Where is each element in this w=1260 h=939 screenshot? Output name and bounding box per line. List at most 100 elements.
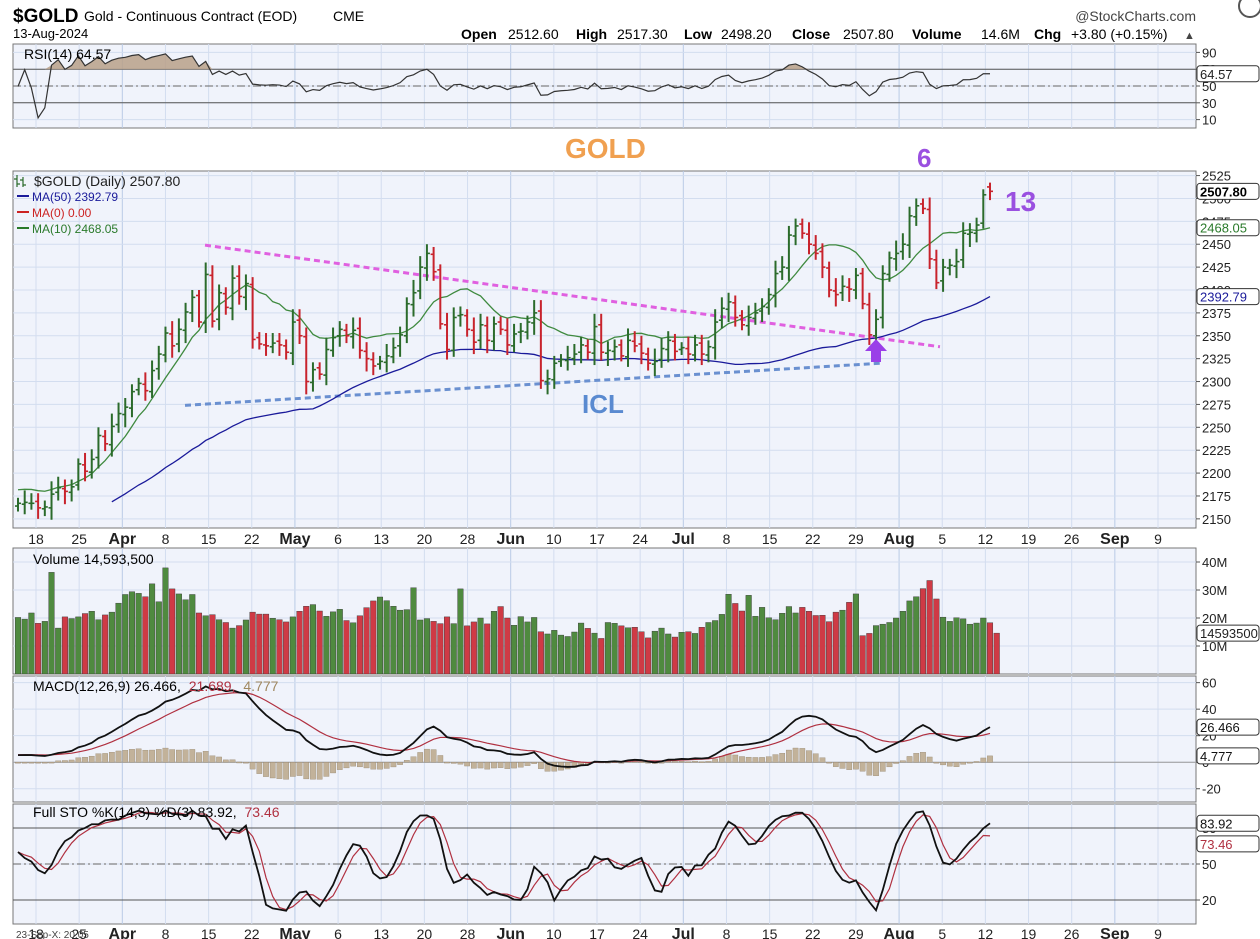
- macd-hist-bar: [176, 749, 182, 763]
- volume-bar: [712, 620, 719, 674]
- volume-bar: [765, 617, 772, 674]
- volume-bar: [966, 623, 973, 674]
- price-bar: [142, 372, 149, 401]
- macd-hist-bar: [839, 762, 846, 769]
- ohlc-open-label: Open: [461, 26, 497, 42]
- x-tick-label: 10: [546, 531, 562, 547]
- macd-hist-bar: [739, 756, 745, 763]
- x-tick-label-bottom: May: [279, 926, 310, 939]
- price-bar: [772, 260, 779, 308]
- legend-ma0: MA(0) 0.00: [32, 206, 92, 220]
- chg-up-arrow-icon: ▲: [1184, 30, 1195, 42]
- x-tick-label-bottom: 20: [417, 926, 433, 939]
- price-bar: [437, 264, 444, 330]
- x-tick-label: 25: [71, 531, 87, 547]
- macd-hist-bar: [290, 762, 296, 777]
- chart-menu-icon[interactable]: [1238, 0, 1260, 18]
- price-bar: [155, 345, 162, 380]
- macd-hist-bar: [363, 762, 370, 769]
- volume-bar: [397, 609, 404, 674]
- macd-hist-bar: [967, 762, 973, 764]
- macd-hist-bar: [732, 754, 739, 763]
- macd-hist-bar: [410, 756, 417, 763]
- brand-label: @StockCharts.com: [1075, 8, 1196, 24]
- price-bar: [899, 233, 906, 260]
- volume-bar: [48, 572, 55, 674]
- price-bar: [631, 331, 638, 353]
- price-bar: [638, 335, 645, 365]
- price-bar: [785, 225, 792, 281]
- price-bar: [108, 413, 115, 457]
- panel-labels: RSI(14) 64.57 $GOLD (Daily) 2507.80 MA(5…: [14, 46, 280, 820]
- macd-hist-bar: [900, 760, 906, 763]
- volume-bar: [444, 616, 451, 674]
- macd-hist-bar: [283, 762, 289, 780]
- macd-hist-value-tag: 4.777: [1200, 749, 1233, 764]
- volume-bar: [785, 606, 792, 674]
- macd-hist-bar: [82, 757, 88, 763]
- macd-hist-bar: [68, 759, 75, 763]
- volume-bar: [497, 606, 504, 674]
- x-tick-label-bottom: 28: [460, 926, 476, 939]
- macd-hist-bar: [953, 762, 960, 767]
- x-tick-label-bottom: 22: [805, 926, 821, 939]
- rsi-overbought-fill: [18, 53, 990, 70]
- macd-hist-bar: [913, 753, 920, 763]
- price-bar: [263, 333, 270, 356]
- x-tick-label-bottom: 26: [1064, 926, 1080, 939]
- x-tick-label-bottom: 6: [334, 926, 342, 939]
- price-bar: [95, 427, 102, 469]
- volume-bar: [484, 623, 491, 674]
- price-value-tag-box: [1196, 219, 1260, 237]
- macd-hist-bar: [102, 753, 108, 763]
- volume-bar: [678, 632, 685, 674]
- macd-hist-bar: [135, 748, 142, 763]
- macd-hist-bar: [357, 762, 363, 768]
- volume-bar: [591, 632, 598, 674]
- macd-hist-bar: [403, 760, 410, 763]
- macd-hist-bar: [987, 755, 993, 763]
- macd-hist-bar: [698, 761, 705, 763]
- x-tick-label: 8: [162, 531, 170, 547]
- volume-bar: [323, 616, 330, 674]
- volume-bar: [464, 625, 471, 674]
- ohlc-bar-icon: [14, 175, 26, 187]
- macd-hist-bar: [370, 762, 377, 770]
- price-bar: [48, 481, 55, 520]
- price-bar: [685, 336, 692, 365]
- price-bar: [852, 268, 859, 300]
- macd-hist-bar: [444, 761, 450, 764]
- price-bar: [759, 298, 766, 323]
- macd-hist-bar: [323, 762, 330, 777]
- price-bar: [249, 277, 256, 349]
- gold-annotation: GOLD: [565, 133, 646, 164]
- sto-d-label: 73.46: [245, 804, 280, 820]
- macd-hist-value-tag-box: [1196, 747, 1260, 765]
- macd-hist-bar: [209, 755, 216, 763]
- price-bar: [444, 312, 451, 360]
- x-tick-label-bottom: 25: [71, 926, 87, 939]
- x-tick-label: 22: [244, 531, 260, 547]
- volume-bar: [236, 625, 243, 674]
- macd-hist-bar: [712, 758, 718, 763]
- price-tick-label: 2150: [1202, 512, 1231, 527]
- volume-bar: [759, 607, 766, 674]
- price-bar: [276, 333, 283, 356]
- macd-hist-bar: [430, 749, 437, 763]
- volume-bar: [390, 606, 397, 674]
- price-bar: [591, 313, 598, 366]
- volume-bar: [289, 616, 296, 674]
- price-tick-label: 2350: [1202, 329, 1231, 344]
- volume-bar: [155, 601, 162, 674]
- volume-bar: [316, 610, 323, 674]
- volume-bar: [524, 621, 531, 674]
- macd-hist-bar: [222, 759, 229, 763]
- macd-hist-bar: [879, 762, 886, 772]
- volume-bar: [417, 619, 424, 674]
- macd-hist-bar: [249, 762, 256, 770]
- macd-hist-bar: [182, 749, 189, 763]
- price-bar: [88, 449, 95, 479]
- volume-bar: [973, 622, 980, 674]
- volume-bar: [82, 613, 89, 674]
- volume-bar: [182, 599, 189, 674]
